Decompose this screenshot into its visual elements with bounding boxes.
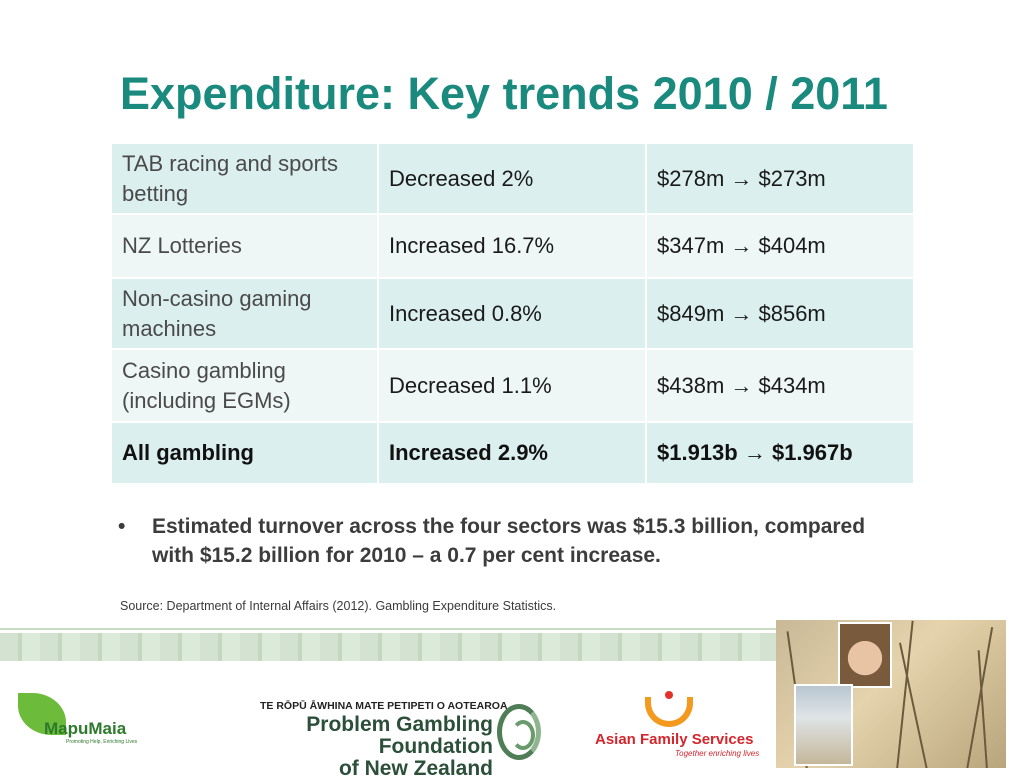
afs-name: Asian Family Services (595, 731, 754, 748)
mapu-maia-logo: MapuMaia Promoting Help, Enriching Lives (16, 693, 156, 753)
bullet-marker: • (118, 515, 126, 538)
sector-cell: All gambling (110, 421, 379, 485)
values-cell: $278m → $273m (645, 142, 915, 215)
change-cell: Increased 16.7% (377, 213, 647, 279)
afs-emblem-icon (645, 691, 693, 727)
bullet-point: • Estimated turnover across the four sec… (118, 512, 898, 570)
table-row: Casino gambling (including EGMs) Decreas… (110, 348, 915, 423)
child-photo (838, 622, 892, 688)
pgf-name: Problem Gambling Foundation of New Zeala… (207, 714, 493, 780)
sector-cell: Casino gambling (including EGMs) (110, 348, 379, 423)
values-cell: $1.913b → $1.967b (645, 421, 915, 485)
koru-spiral-icon (497, 704, 541, 760)
table-row: TAB racing and sports betting Decreased … (110, 142, 915, 215)
expenditure-table: TAB racing and sports betting Decreased … (110, 142, 915, 485)
change-cell: Decreased 2% (377, 142, 647, 215)
sector-cell: TAB racing and sports betting (110, 142, 379, 215)
reed-graphic (977, 650, 988, 768)
mapu-maia-tagline: Promoting Help, Enriching Lives (66, 739, 138, 745)
change-cell: Increased 2.9% (377, 421, 647, 485)
decorative-pattern-band (0, 633, 790, 661)
values-cell: $347m → $404m (645, 213, 915, 279)
table-row: NZ Lotteries Increased 16.7% $347m → $40… (110, 213, 915, 279)
reed-graphic (966, 627, 994, 768)
table-total-row: All gambling Increased 2.9% $1.913b → $1… (110, 421, 915, 485)
sector-cell: Non-casino gaming machines (110, 277, 379, 350)
mapu-maia-name: MapuMaia (44, 719, 127, 738)
asian-family-services-logo: Asian Family Services Together enriching… (593, 691, 763, 763)
beach-photo (794, 684, 853, 766)
bullet-text: Estimated turnover across the four secto… (152, 515, 866, 567)
change-cell: Decreased 1.1% (377, 348, 647, 423)
change-cell: Increased 0.8% (377, 277, 647, 350)
table-row: Non-casino gaming machines Increased 0.8… (110, 277, 915, 350)
page-title: Expenditure: Key trends 2010 / 2011 (120, 68, 888, 119)
decorative-divider (0, 628, 790, 630)
pgf-name-line1: Problem Gambling Foundation (306, 713, 493, 758)
values-cell: $438m → $434m (645, 348, 915, 423)
afs-tagline: Together enriching lives (675, 749, 760, 758)
pgf-maori-name: TE RŌPŪ ĀWHINA MATE PETIPETI O AOTEAROA (260, 700, 508, 712)
source-note: Source: Department of Internal Affairs (… (120, 599, 557, 613)
photo-collage (776, 620, 1006, 768)
pgf-logo: TE RŌPŪ ĀWHINA MATE PETIPETI O AOTEAROA … (205, 700, 545, 780)
pgf-name-line2: of New Zealand (338, 757, 493, 780)
values-cell: $849m → $856m (645, 277, 915, 350)
sector-cell: NZ Lotteries (110, 213, 379, 279)
